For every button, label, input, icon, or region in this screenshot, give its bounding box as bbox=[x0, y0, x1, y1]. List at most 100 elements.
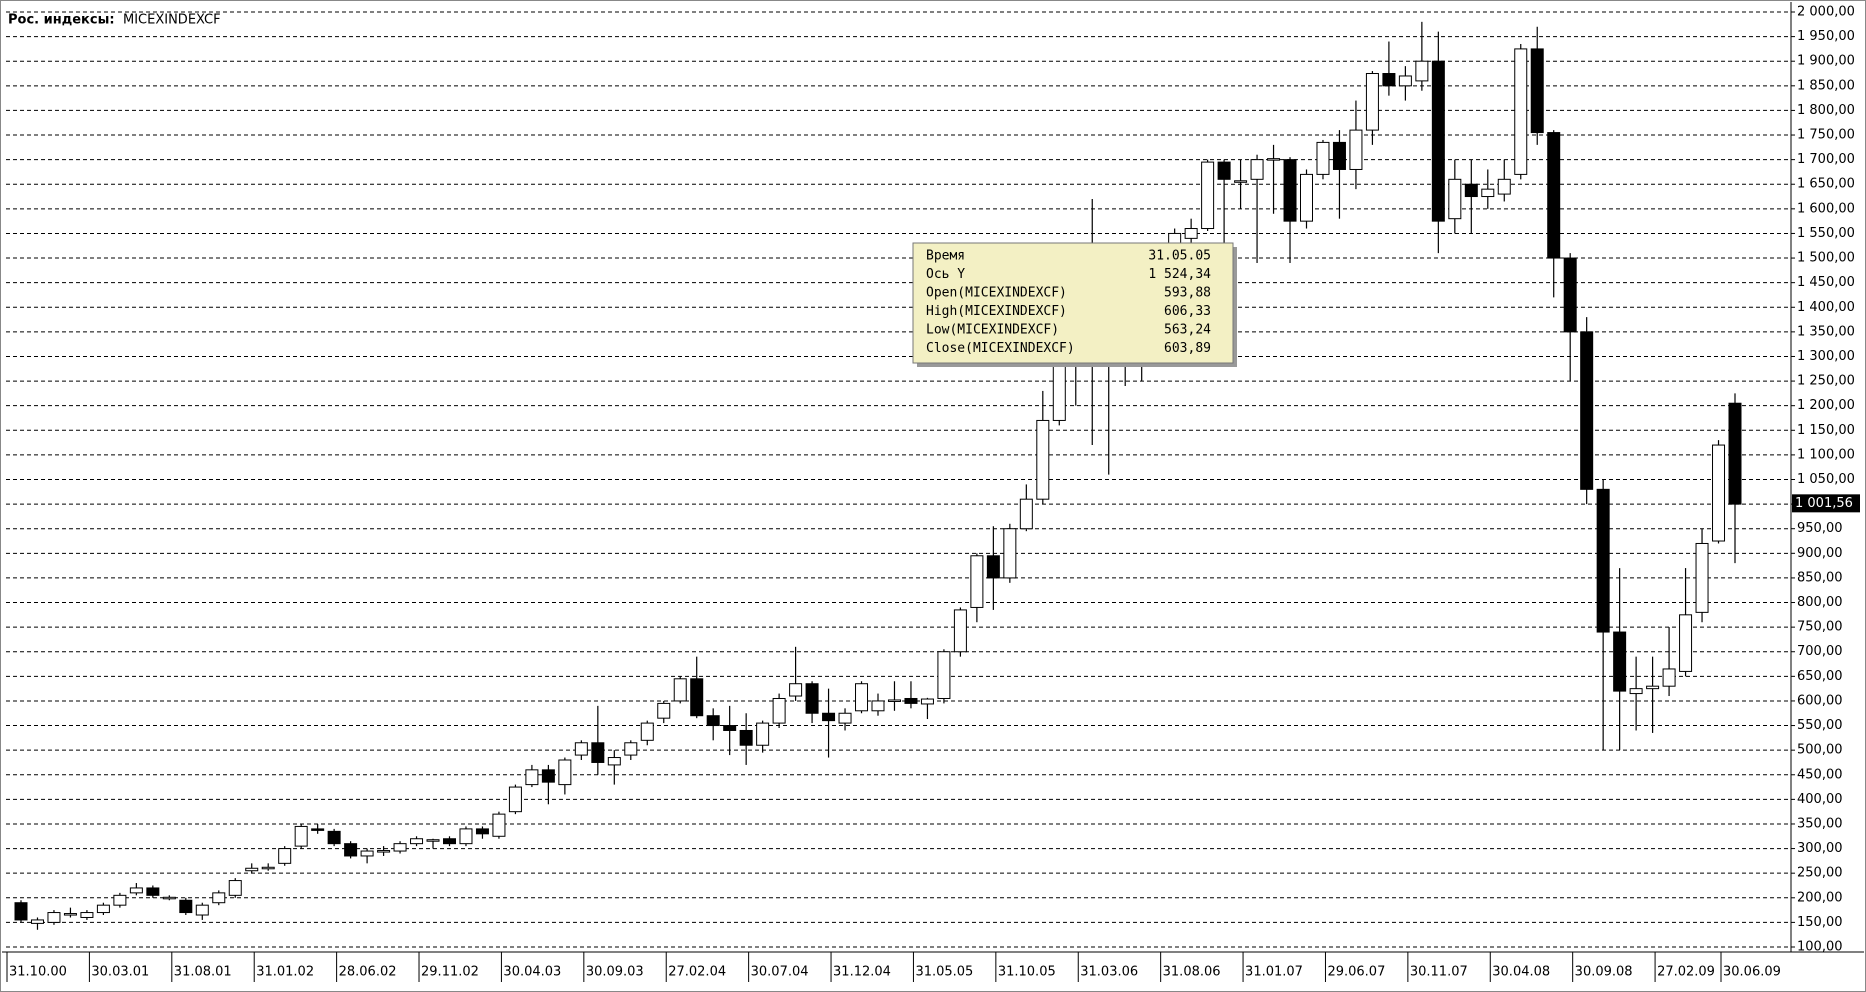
y-tick-label: 800,00 bbox=[1797, 595, 1843, 610]
candle-body bbox=[1283, 159, 1297, 222]
candle-body bbox=[855, 683, 869, 712]
candle-body bbox=[541, 769, 555, 783]
y-tick-label: 700,00 bbox=[1797, 644, 1843, 659]
y-tick-label: 1 450,00 bbox=[1797, 275, 1855, 290]
candle-body bbox=[986, 555, 1000, 579]
candle-body bbox=[1712, 444, 1726, 542]
y-tick-label: 650,00 bbox=[1797, 669, 1843, 684]
tooltip-key: Low(MICEXINDEXCF) bbox=[926, 323, 1059, 338]
candle-body bbox=[1514, 48, 1528, 175]
y-tick-label: 950,00 bbox=[1797, 521, 1843, 536]
y-tick-label: 500,00 bbox=[1797, 743, 1843, 758]
candle-body bbox=[1201, 161, 1215, 230]
candle-body bbox=[657, 702, 671, 719]
y-tick-label: 1 250,00 bbox=[1797, 374, 1855, 389]
candle-body bbox=[311, 828, 325, 831]
candle-body bbox=[558, 759, 572, 786]
tooltip-value: 1 524,34 bbox=[1148, 267, 1211, 282]
candle-body bbox=[1629, 688, 1643, 695]
candle-body bbox=[294, 825, 308, 847]
candle-body bbox=[789, 683, 803, 697]
candle-body bbox=[1728, 402, 1742, 505]
x-tick-label: 31.08.06 bbox=[1163, 965, 1221, 980]
candle-body bbox=[14, 902, 28, 921]
candle-body bbox=[113, 894, 127, 906]
x-tick-label: 27.02.09 bbox=[1657, 965, 1715, 980]
candle-body bbox=[1003, 528, 1017, 579]
y-tick-label: 1 550,00 bbox=[1797, 226, 1855, 241]
candle-body bbox=[1184, 228, 1198, 239]
y-tick-label: 1 950,00 bbox=[1797, 29, 1855, 44]
y-tick-label: 100,00 bbox=[1797, 940, 1843, 955]
y-tick-label: 1 500,00 bbox=[1797, 251, 1855, 266]
tooltip-value: 603,89 bbox=[1164, 341, 1211, 356]
x-tick-label: 31.12.04 bbox=[833, 965, 891, 980]
y-tick-label: 1 600,00 bbox=[1797, 201, 1855, 216]
y-tick-label: 1 050,00 bbox=[1797, 472, 1855, 487]
candle-body bbox=[1349, 129, 1363, 170]
candle-body bbox=[1398, 75, 1412, 87]
candle-body bbox=[591, 742, 605, 763]
candle-body bbox=[822, 712, 836, 722]
candle-body bbox=[96, 904, 110, 914]
x-tick-label: 31.01.02 bbox=[256, 965, 314, 980]
y-tick-label: 850,00 bbox=[1797, 570, 1843, 585]
candle-body bbox=[1415, 60, 1429, 82]
candle-body bbox=[739, 729, 753, 746]
tooltip-value: 31.05.05 bbox=[1148, 249, 1211, 264]
candle-body bbox=[459, 828, 473, 845]
chart-title-prefix: Рос. индексы: bbox=[8, 13, 115, 28]
chart-title: MICEXINDEXCF bbox=[123, 13, 221, 28]
candle-body bbox=[146, 887, 160, 896]
candle-body bbox=[1234, 180, 1248, 183]
candle-body bbox=[690, 678, 704, 717]
x-tick-label: 29.06.07 bbox=[1327, 965, 1385, 980]
candle-body bbox=[410, 838, 424, 845]
tooltip-box bbox=[912, 242, 1234, 364]
candle-body bbox=[756, 722, 770, 746]
x-tick-label: 30.06.09 bbox=[1723, 965, 1781, 980]
candle-body bbox=[1217, 161, 1231, 180]
tooltip-value: 593,88 bbox=[1164, 286, 1211, 301]
candle-body bbox=[1646, 685, 1660, 690]
y-tick-label: 150,00 bbox=[1797, 915, 1843, 930]
candle-body bbox=[1382, 73, 1396, 87]
candle-body bbox=[1250, 159, 1264, 180]
candle-body bbox=[377, 850, 391, 853]
y-tick-label: 450,00 bbox=[1797, 767, 1843, 782]
y-tick-label: 350,00 bbox=[1797, 816, 1843, 831]
y-tick-label: 250,00 bbox=[1797, 866, 1843, 881]
candle-body bbox=[195, 904, 209, 916]
y-tick-label: 1 900,00 bbox=[1797, 54, 1855, 69]
candle-body bbox=[1036, 419, 1050, 500]
candle-body bbox=[1679, 614, 1693, 672]
candle-body bbox=[63, 913, 77, 916]
candle-body bbox=[1497, 178, 1511, 195]
candle-body bbox=[47, 912, 61, 923]
y-tick-label: 1 200,00 bbox=[1797, 398, 1855, 413]
candle-body bbox=[1365, 73, 1379, 131]
candle-body bbox=[245, 867, 259, 872]
candle-body bbox=[179, 899, 193, 914]
candle-body bbox=[30, 919, 44, 924]
y-tick-label: 900,00 bbox=[1797, 546, 1843, 561]
candle-body bbox=[393, 843, 407, 852]
last-price-box bbox=[1792, 494, 1860, 513]
candle-body bbox=[327, 830, 341, 845]
x-tick-label: 30.03.01 bbox=[91, 965, 149, 980]
y-tick-label: 2 000,00 bbox=[1797, 5, 1855, 20]
tooltip-key: Время bbox=[926, 249, 965, 264]
y-tick-label: 1 800,00 bbox=[1797, 103, 1855, 118]
candle-body bbox=[607, 757, 621, 766]
x-tick-label: 31.08.01 bbox=[174, 965, 232, 980]
tooltip-key: High(MICEXINDEXCF) bbox=[926, 304, 1067, 319]
candle-body bbox=[443, 838, 456, 845]
candle-body bbox=[871, 700, 885, 712]
candle-body bbox=[525, 769, 539, 786]
candle-body bbox=[920, 698, 934, 705]
candle-body bbox=[673, 678, 687, 702]
candle-body bbox=[1563, 257, 1577, 333]
y-tick-label: 1 650,00 bbox=[1797, 177, 1855, 192]
candle-body bbox=[1613, 631, 1627, 692]
x-tick-label: 30.09.03 bbox=[586, 965, 644, 980]
